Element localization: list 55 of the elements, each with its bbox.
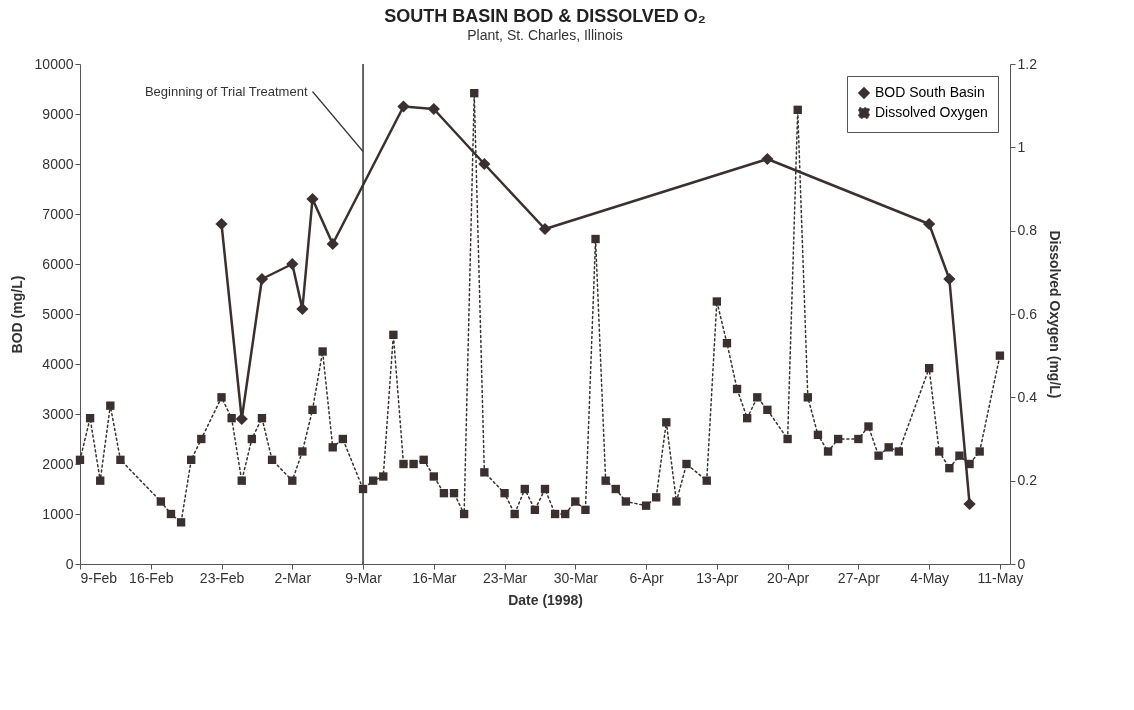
point <box>235 412 248 426</box>
y2-tick-label: 1 <box>1017 138 1026 155</box>
chart-subtitle: Plant, St. Charles, Illinois <box>467 27 623 43</box>
legend-label: BOD South Basin <box>875 84 985 100</box>
y-tick-label: 3000 <box>42 405 74 422</box>
y-tick-label: 2000 <box>42 455 74 472</box>
y-tick-label: 5000 <box>42 305 74 322</box>
point <box>923 217 936 231</box>
x-tick-label: 23-Mar <box>482 569 528 586</box>
x-tick-label: 13-Apr <box>696 569 739 586</box>
x-tick-label: 9-Mar <box>345 569 383 586</box>
y-tick-label: 4000 <box>42 355 74 372</box>
point <box>306 192 319 206</box>
x-tick-label: 27-Apr <box>837 569 881 586</box>
point <box>943 272 956 286</box>
x-tick-label: 23-Feb <box>199 569 245 586</box>
x-tick-label: 9-Feb <box>80 569 118 586</box>
point <box>397 100 410 113</box>
y-tick-label: 10000 <box>34 55 74 72</box>
y2-tick-label: 0.2 <box>1017 472 1038 489</box>
y-tick-label: 6000 <box>42 255 74 272</box>
x-axis-title: Date (1998) <box>508 591 583 608</box>
point <box>761 152 774 166</box>
y2-tick-label: 0 <box>1017 555 1026 572</box>
y2-axis-title: Dissolved Oxygen (mg/L) <box>1046 230 1063 399</box>
point <box>296 302 309 316</box>
x-tick-label: 16-Mar <box>412 569 457 586</box>
x-tick-label: 16-Feb <box>129 569 174 586</box>
x-tick-label: 20-Apr <box>767 569 810 586</box>
y2-tick-label: 0.6 <box>1017 305 1038 322</box>
point <box>478 157 491 171</box>
x-tick-label: 30-Mar <box>553 569 599 586</box>
y2-tick-label: 0.4 <box>1017 388 1038 405</box>
point <box>326 237 339 251</box>
y-tick-label: 9000 <box>42 105 74 122</box>
point <box>286 257 299 271</box>
x-tick-label: 4-May <box>910 569 950 586</box>
x-tick-label: 2-Mar <box>274 569 312 586</box>
legend-label: Dissolved Oxygen <box>875 104 988 120</box>
y-tick-label: 0 <box>65 555 74 572</box>
point <box>255 272 269 286</box>
chart-title: SOUTH BASIN BOD & DISSOLVED O₂ <box>384 6 706 26</box>
x-tick-label: 11-May <box>977 569 1024 586</box>
y-tick-label: 8000 <box>42 155 74 172</box>
point <box>963 497 976 511</box>
point <box>538 222 552 236</box>
x-tick-label: 6-Apr <box>629 569 665 586</box>
point <box>427 102 440 116</box>
point <box>215 217 228 231</box>
y-tick-label: 7000 <box>42 205 74 222</box>
y2-tick-label: 1.2 <box>1017 55 1038 72</box>
y-tick-label: 1000 <box>42 505 74 522</box>
y-axis-title: BOD (mg/L) <box>8 275 25 354</box>
y2-tick-label: 0.8 <box>1017 222 1038 239</box>
annotation: Beginning of Trial Treatment <box>144 83 308 99</box>
